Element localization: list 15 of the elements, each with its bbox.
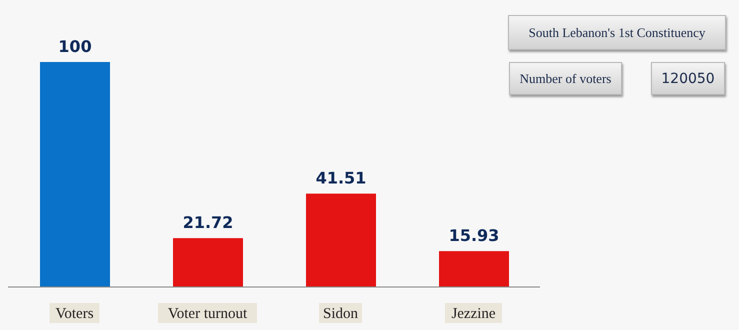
bar bbox=[306, 194, 376, 287]
x-tick-label: Voters bbox=[55, 306, 94, 322]
data-label: 100 bbox=[58, 37, 92, 56]
annotation: Number of voters bbox=[509, 62, 622, 95]
x-tick-label: Jezzine bbox=[451, 306, 496, 322]
x-tick-label: Voter turnout bbox=[168, 306, 248, 322]
bar bbox=[173, 238, 243, 287]
bar bbox=[439, 251, 509, 287]
text: 120050 bbox=[651, 62, 725, 95]
data-label: 41.51 bbox=[316, 168, 366, 188]
text: South Lebanon's 1st Constituency bbox=[508, 15, 726, 50]
x-tick-label: Sidon bbox=[322, 306, 358, 322]
data-label: 21.72 bbox=[182, 213, 234, 232]
bar bbox=[40, 62, 110, 287]
data-label: 15.93 bbox=[448, 226, 500, 246]
